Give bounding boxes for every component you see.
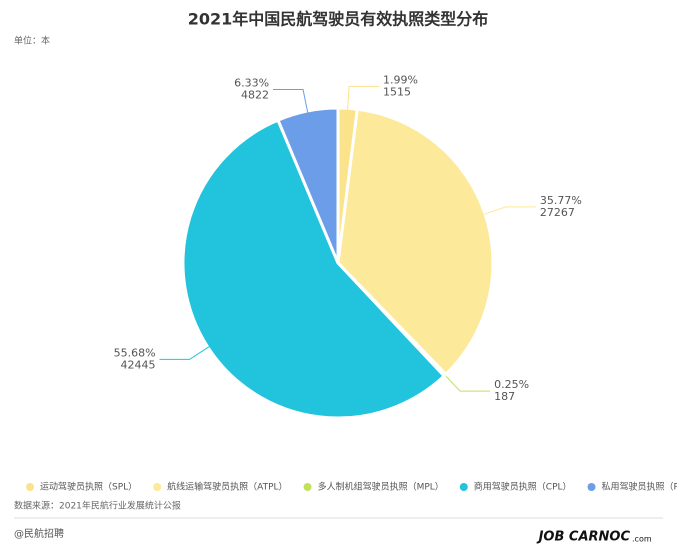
percent-label: 55.68% [114,346,156,359]
unit-note: 单位：本 [14,35,50,47]
legend-swatch [303,483,312,491]
percent-label: 35.77% [540,194,582,207]
leader-line [159,345,210,360]
leader-line [347,85,380,111]
leader-line [443,373,491,392]
source: 数据来源：2021年民航行业发展统计公报 [14,500,181,512]
legend-swatch [26,483,34,491]
logo: JOB CARNOC [536,530,631,545]
leader-line [482,206,536,216]
value-label: 187 [494,390,515,403]
legend-swatch [459,483,468,491]
value-label: 42445 [121,358,156,371]
value-label: 27267 [540,206,575,219]
chart-title: 2021年中国民航驾驶员有效执照类型分布 [188,10,489,29]
legend-label: 商用驾驶员执照（CPL） [474,481,572,493]
footer-left: @民航招聘 [14,527,64,540]
legend-label: 多人制机组驾驶员执照（MPL） [318,481,444,493]
value-label: 1515 [383,85,411,98]
legend-label: 私用驾驶员执照（PPL） [602,481,677,493]
logo-suffix: .com [632,535,652,544]
legend-swatch [587,483,596,491]
legend-label: 航线运输驾驶员执照（ATPL） [167,481,287,493]
legend-swatch [153,483,162,491]
percent-label: 1.99% [383,73,418,86]
value-label: 4822 [241,88,269,101]
legend-label: 运动驾驶员执照（SPL） [40,481,137,493]
percent-label: 0.25% [494,378,529,391]
leader-line [273,88,309,114]
percent-label: 6.33% [234,76,269,89]
